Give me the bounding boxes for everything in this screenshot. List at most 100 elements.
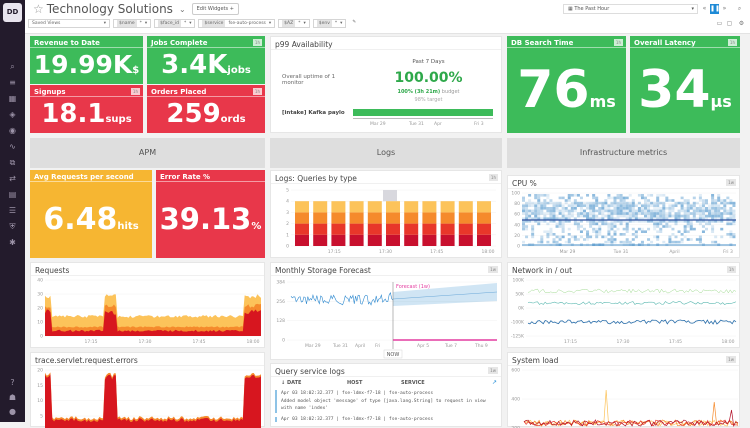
- filter-face-id[interactable]: $face_id*▾: [154, 19, 195, 28]
- nav-security-icon[interactable]: ⛨: [7, 223, 18, 231]
- edit-variables-icon[interactable]: ✎: [349, 19, 359, 28]
- widget-title: Network in / out: [508, 263, 739, 276]
- heat-cell: [699, 212, 702, 215]
- heat-cell: [687, 230, 690, 233]
- heat-cell: [583, 215, 586, 218]
- heat-cell: [580, 204, 583, 207]
- chevron-down-icon[interactable]: ⌄: [179, 5, 186, 14]
- system-load-widget[interactable]: System load1w200400600: [507, 352, 740, 427]
- heat-cell: [641, 241, 644, 244]
- heat-cell: [577, 225, 580, 228]
- team-icon[interactable]: ☗: [7, 394, 18, 402]
- nav-monitors-icon[interactable]: ◉: [7, 127, 18, 135]
- nav-events-icon[interactable]: ≡: [7, 79, 18, 87]
- col-host[interactable]: HOST: [347, 380, 362, 386]
- heat-cell: [708, 223, 711, 226]
- gear-icon[interactable]: ⚙: [737, 19, 746, 29]
- heat-cell: [714, 212, 717, 215]
- monitor-name[interactable]: [intake] Kafka paylo: [282, 110, 345, 116]
- rewind-button[interactable]: «: [700, 4, 709, 14]
- nav-search-icon[interactable]: ⌕: [7, 63, 18, 71]
- edit-widgets-label: Edit Widgets: [197, 6, 228, 12]
- filter-env[interactable]: $env*▾: [313, 19, 347, 28]
- filter-name[interactable]: $name*▾: [113, 19, 151, 28]
- heat-cell: [604, 236, 607, 239]
- keyboard-icon[interactable]: ▭: [715, 19, 724, 29]
- search-icon[interactable]: ⌕: [735, 4, 744, 14]
- nav-dashboards-icon[interactable]: ▦: [7, 95, 18, 103]
- forward-button[interactable]: »: [720, 4, 729, 14]
- heat-cell: [656, 215, 659, 218]
- heat-cell: [729, 207, 732, 210]
- filter-value: *: [184, 20, 186, 27]
- nav-infrastructure-icon[interactable]: ◈: [7, 111, 18, 119]
- heat-cell: [696, 238, 699, 241]
- nav-apm-icon[interactable]: ⇄: [7, 175, 18, 183]
- filter-az[interactable]: $AZ*▾: [278, 19, 310, 28]
- edit-widgets-button[interactable]: Edit Widgets +: [192, 3, 239, 15]
- timeframe-badge: 1w: [488, 367, 498, 374]
- time-range-select[interactable]: ▦ The Past Hour▾: [563, 4, 698, 14]
- help-icon[interactable]: ?: [7, 379, 18, 387]
- heat-cell: [668, 215, 671, 218]
- heat-cell: [635, 230, 638, 233]
- nav-integrations-icon[interactable]: ⧉: [7, 159, 18, 167]
- heat-cell: [678, 212, 681, 215]
- col-service[interactable]: SERVICE: [401, 380, 425, 386]
- heat-cell: [568, 212, 571, 215]
- p99-availability-widget[interactable]: p99 Availability Overall uptime of 1 mon…: [270, 36, 502, 133]
- heat-cell: [540, 241, 543, 244]
- x-tick: 17:15: [564, 339, 577, 345]
- x-tick: April: [669, 249, 679, 255]
- heat-cell: [635, 212, 638, 215]
- heat-cell: [568, 194, 571, 197]
- open-external-icon[interactable]: ↗: [492, 379, 497, 386]
- heat-cell: [614, 210, 617, 213]
- heat-cell: [583, 228, 586, 231]
- log-row[interactable]: Apr 03 18:02:32.377 | fse-ldmx-f7-18 | f…: [275, 417, 497, 422]
- nav-notebooks-icon[interactable]: ▤: [7, 191, 18, 199]
- heat-cell: [614, 225, 617, 228]
- heat-cell: [522, 204, 525, 207]
- group-infrastructure[interactable]: Infrastructure metrics: [507, 138, 740, 168]
- nav-logs-icon[interactable]: ☰: [7, 207, 18, 215]
- tile-title: Overall Latency: [630, 36, 740, 48]
- heat-cell: [580, 225, 583, 228]
- tv-mode-icon[interactable]: ▢: [725, 19, 734, 29]
- datadog-logo[interactable]: DD: [3, 3, 22, 22]
- avatar[interactable]: ●: [7, 408, 18, 416]
- saved-views-select[interactable]: Saved Views▾: [28, 19, 110, 28]
- heat-cell: [577, 204, 580, 207]
- star-icon[interactable]: ☆: [33, 2, 44, 16]
- group-logs[interactable]: Logs: [270, 138, 502, 168]
- heat-cell: [543, 212, 546, 215]
- heat-cell: [562, 215, 565, 218]
- pause-button[interactable]: ❚❚: [710, 4, 719, 14]
- heat-cell: [595, 223, 598, 226]
- nav-ux-icon[interactable]: ✱: [7, 239, 18, 247]
- log-row[interactable]: Apr 03 18:02:32.377 | fse-ldmx-f7-18 | f…: [275, 390, 497, 413]
- error-rate-tile[interactable]: Error Rate %39.13%: [156, 170, 265, 258]
- col-date[interactable]: ↓ DATE: [281, 380, 301, 386]
- slo-period: Past 7 Days: [356, 59, 501, 65]
- heat-cell: [681, 197, 684, 200]
- group-apm[interactable]: APM: [30, 138, 265, 168]
- heat-cell: [632, 228, 635, 231]
- nav-metrics-icon[interactable]: ∿: [7, 143, 18, 151]
- x-tick: Tue 31: [332, 343, 348, 349]
